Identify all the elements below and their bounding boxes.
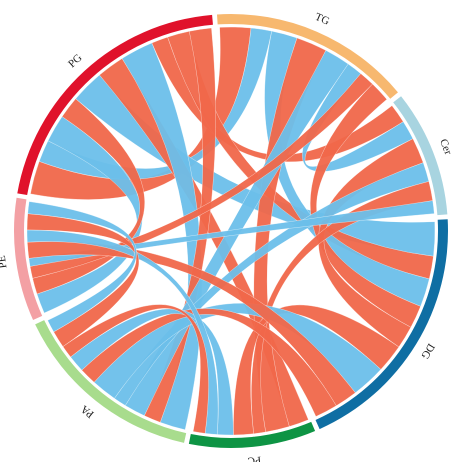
sector-arc bbox=[35, 320, 187, 443]
ribbon bbox=[32, 98, 145, 295]
sector-label: PE bbox=[0, 254, 9, 269]
ribbon bbox=[28, 200, 435, 267]
ribbon bbox=[81, 308, 337, 417]
sector-arc bbox=[14, 197, 43, 320]
ribbon bbox=[27, 241, 356, 406]
sector-label: PA bbox=[79, 403, 97, 421]
ribbon bbox=[29, 73, 373, 279]
sector-arc bbox=[188, 421, 316, 448]
sector-arc bbox=[17, 14, 213, 196]
sector-label: Cer bbox=[437, 137, 454, 156]
sector-label: PC bbox=[247, 454, 262, 462]
ribbon bbox=[27, 201, 137, 333]
sector-arc bbox=[216, 14, 398, 99]
sector-label: TG bbox=[313, 11, 331, 28]
ribbon bbox=[121, 42, 203, 430]
sector-label: PG bbox=[66, 52, 85, 70]
ribbons bbox=[26, 26, 436, 436]
ribbon bbox=[233, 304, 400, 436]
sector-label: DG bbox=[418, 341, 437, 361]
ribbon bbox=[310, 83, 421, 328]
ribbon bbox=[62, 304, 209, 434]
ribbon bbox=[144, 27, 216, 423]
ribbon bbox=[70, 308, 234, 436]
sector-arc bbox=[315, 219, 448, 430]
sector-arc bbox=[393, 96, 448, 216]
ribbon bbox=[114, 162, 430, 406]
